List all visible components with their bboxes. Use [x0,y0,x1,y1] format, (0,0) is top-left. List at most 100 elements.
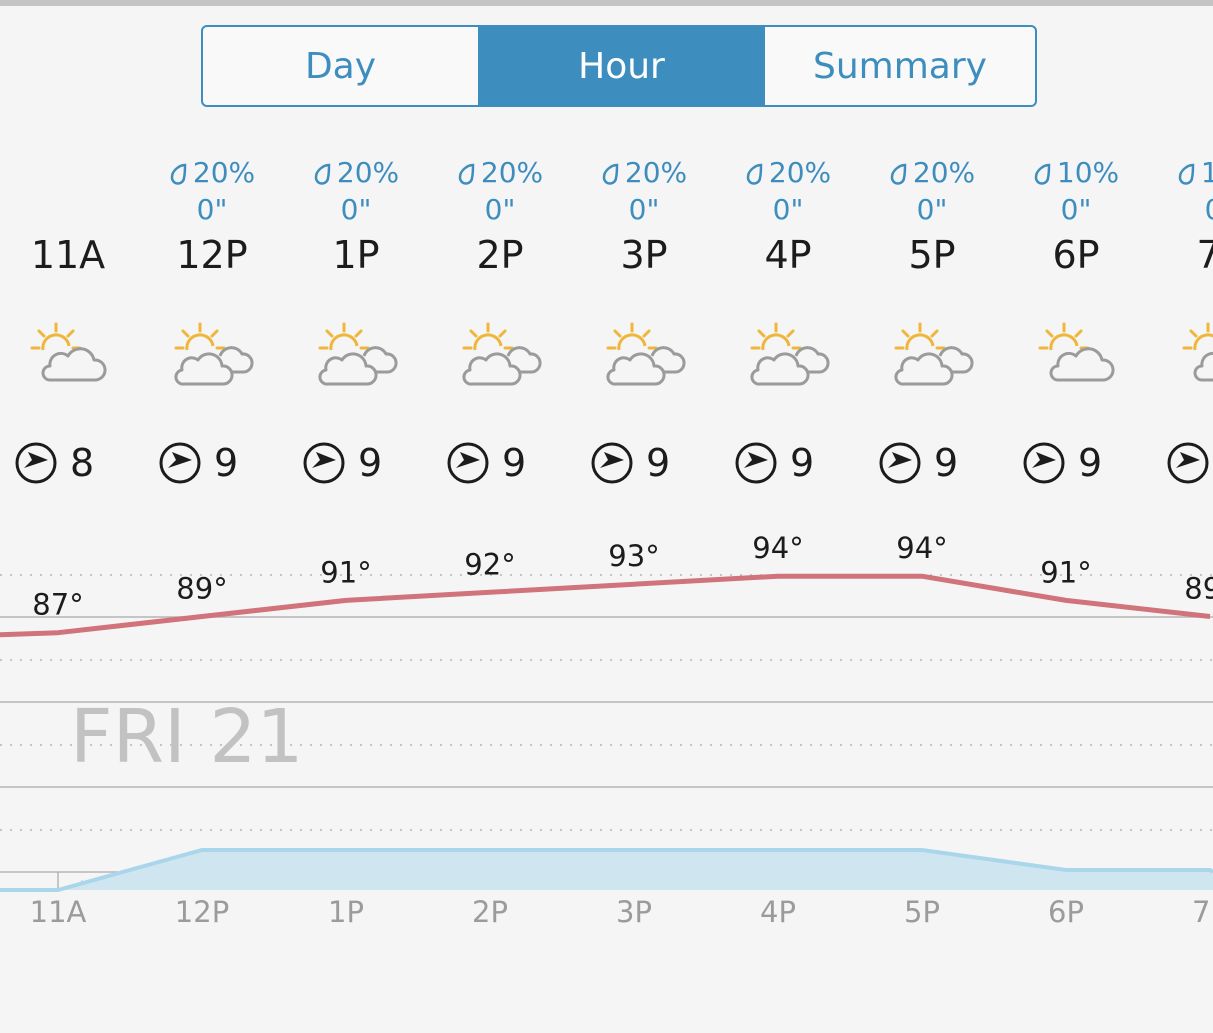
wind-speed: 9 [646,441,671,485]
hour-column: 20% 0" 1P 9 [284,0,428,520]
wind: 9 [1166,441,1213,485]
hour-label: 7P [1196,233,1213,277]
wind-speed: 9 [358,441,383,485]
precip-line [0,848,1213,892]
sun-cloud-icon [24,318,112,390]
x-tick-label: 11A [30,895,87,929]
precip-chance: 10% [1148,156,1213,192]
precip-amount: 0" [772,193,804,226]
precip-chance: 20% [284,156,428,192]
precip-chance: 20% [860,156,1004,192]
sun-clouds-icon [744,318,832,390]
precip-amount: 0" [340,193,372,226]
hour-label: 4P [764,233,812,277]
wind-direction-icon [1166,441,1210,485]
hour-column: 20% 0" 4P 9 [716,0,860,520]
wind: 9 [734,441,814,485]
x-tick-label: 1P [328,895,364,929]
temp-label: 89° [176,572,227,606]
wind-direction-icon [1022,441,1066,485]
sun-clouds-icon [456,318,544,390]
top-bar [0,0,1213,6]
wind-direction-icon [158,441,202,485]
tab-hour[interactable]: Hour [480,27,763,105]
raindrop-icon [457,159,477,192]
hour-column: 10%0" 7P 9 [1148,0,1213,520]
precip-amount: 0" [1060,193,1092,226]
precip-amount: 0" [1148,193,1213,226]
raindrop-icon [601,159,621,192]
hour-label: 2P [476,233,524,277]
temp-label: 92° [464,547,515,581]
wind-speed: 8 [70,441,95,485]
x-tick-label: 7P [1192,895,1213,929]
precip-amount: 0" [916,193,948,226]
wind-speed: 9 [934,441,959,485]
precip-chance: 10% [1004,156,1148,192]
raindrop-icon [889,159,909,192]
wind-speed: 9 [1078,441,1103,485]
precip-amount: 0" [484,193,516,226]
temp-label: 89° [1184,572,1213,606]
hour-column: 11A 8 [0,0,140,520]
temp-label: 94° [896,531,947,565]
hour-column: 20% 0" 12P 9 [140,0,284,520]
sun-clouds-icon [168,318,256,390]
forecast-chart: FRI 21 87° 89° 91° 92° 93° 94° 94° 91° 89° 11A 12P 1… [0,531,1213,929]
raindrop-icon [313,159,333,192]
tab-day[interactable]: Day [203,27,480,105]
x-tick-label: 5P [904,895,940,929]
wind-direction-icon [590,441,634,485]
wind-speed: 9 [790,441,815,485]
hour-label: 5P [908,233,956,277]
wind-direction-icon [446,441,490,485]
wind-speed: 9 [502,441,527,485]
wind: 9 [1022,441,1102,485]
wind-direction-icon [734,441,778,485]
temp-label: 91° [320,555,371,589]
hour-label: 1P [332,233,380,277]
x-tick-label: 12P [175,895,229,929]
wind-direction-icon [14,441,58,485]
wind: 9 [158,441,238,485]
temp-label: 91° [1040,555,1091,589]
precip-chance: 20% [428,156,572,192]
x-tick-label: 4P [760,895,796,929]
day-label: FRI 21 [70,694,304,780]
x-tick-label: 3P [616,895,652,929]
raindrop-icon [1177,159,1197,192]
wind-direction-icon [878,441,922,485]
x-tick-label: 2P [472,895,508,929]
temp-label: 87° [32,588,83,622]
sun-cloud-icon [1032,318,1120,390]
precip-area [0,850,1213,890]
hour-label: 11A [30,233,106,277]
wind: 9 [590,441,670,485]
wind: 9 [878,441,958,485]
raindrop-icon [745,159,765,192]
precip-chance: 20% [572,156,716,192]
sun-clouds-icon [888,318,976,390]
hour-label: 6P [1052,233,1100,277]
hour-label: 3P [620,233,668,277]
hour-column: 10% 0" 6P 9 [1004,0,1148,520]
sun-clouds-icon [312,318,400,390]
wind: 9 [302,441,382,485]
hour-label: 12P [176,233,248,277]
hour-column: 20% 0" 2P 9 [428,0,572,520]
x-tick-label: 6P [1048,895,1084,929]
tab-summary[interactable]: Summary [763,27,1035,105]
hour-column: 20% 0" 5P 9 [860,0,1004,520]
wind: 9 [446,441,526,485]
raindrop-icon [1033,159,1053,192]
temp-label: 93° [608,539,659,573]
wind-speed: 9 [214,441,239,485]
temperature-line [0,573,1211,638]
precip-amount: 0" [196,193,228,226]
wind: 8 [14,441,94,485]
precip-chance: 20% [716,156,860,192]
hour-column: 20% 0" 3P 9 [572,0,716,520]
temp-label: 94° [752,531,803,565]
sun-clouds-icon [600,318,688,390]
sun-cloud-icon [1176,318,1213,390]
